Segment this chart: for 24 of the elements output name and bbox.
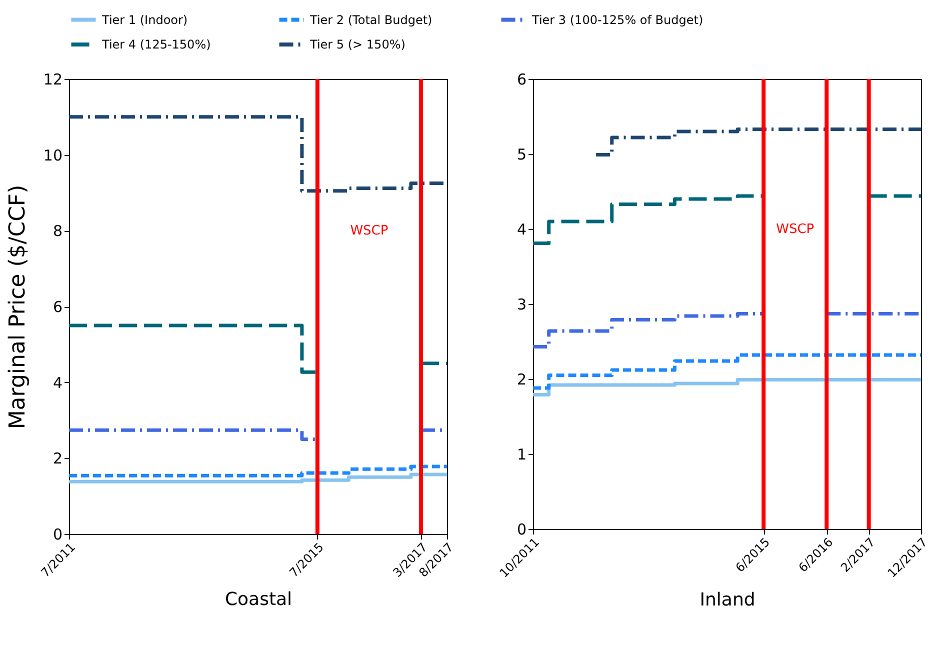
y-tick-label: 12 <box>43 70 62 88</box>
annotation: WSCP <box>350 224 388 239</box>
y-tick-label: 8 <box>52 222 62 240</box>
y-tick-label: 4 <box>52 374 62 392</box>
y-tick-label: 4 <box>516 220 526 238</box>
y-tick-label: 10 <box>43 146 62 164</box>
legend-label: Tier 2 (Total Budget) <box>309 12 432 27</box>
legend-label: Tier 3 (100-125% of Budget) <box>531 12 704 27</box>
y-tick-label: 1 <box>516 446 526 464</box>
legend-label: Tier 4 (125-150%) <box>101 38 211 52</box>
y-tick-label: 2 <box>516 370 526 388</box>
y-tick-label: 5 <box>516 146 526 164</box>
y-tick-label: 6 <box>516 70 526 88</box>
y-tick-label: 0 <box>52 526 62 544</box>
annotation: WSCP <box>776 222 814 237</box>
x-axis-title: Coastal <box>224 589 292 610</box>
x-axis-title: Inland <box>700 590 756 611</box>
legend-label: Tier 5 (> 150%) <box>309 38 406 52</box>
y-tick-label: 0 <box>516 520 526 538</box>
y-tick-label: 3 <box>516 296 526 314</box>
y-tick-label: 2 <box>52 450 62 468</box>
legend-label: Tier 1 (Indoor) <box>101 12 188 27</box>
y-tick-label: 6 <box>52 298 62 316</box>
y-axis-title: Marginal Price ($/CCF) <box>5 184 30 430</box>
